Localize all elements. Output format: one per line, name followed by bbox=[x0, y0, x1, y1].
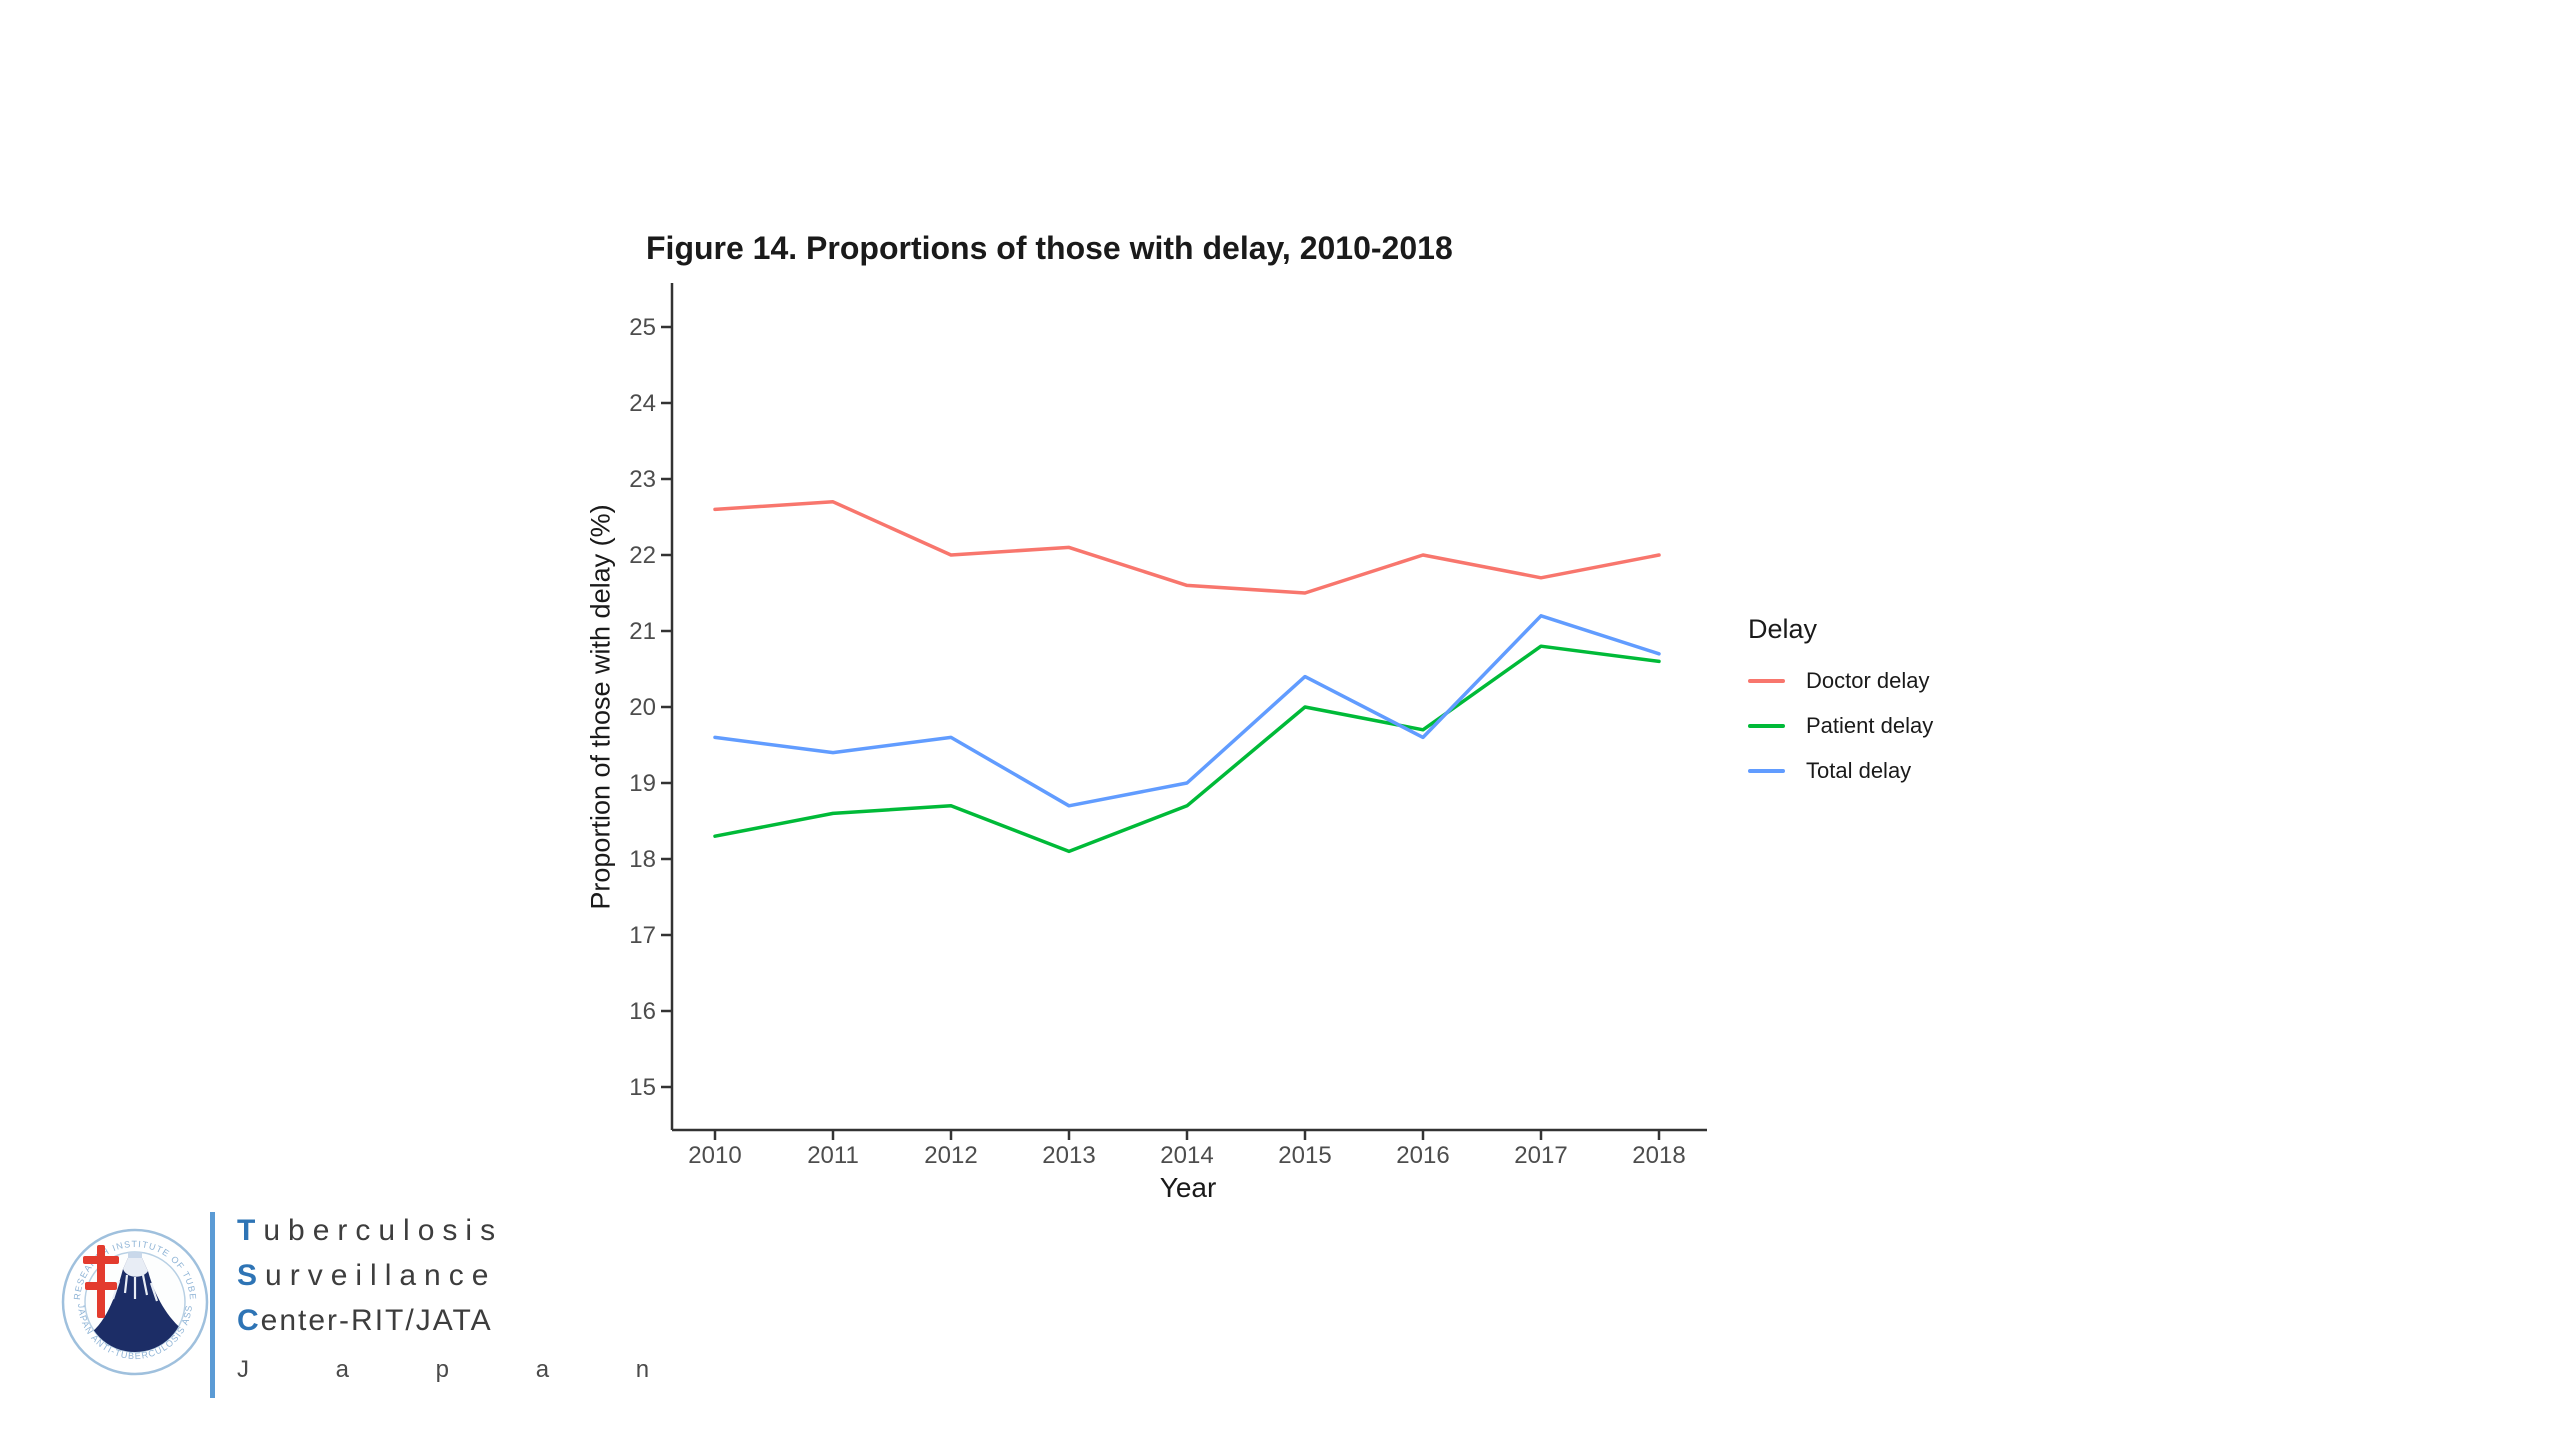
double-cross-icon bbox=[83, 1245, 119, 1318]
y-tick-label: 17 bbox=[629, 922, 656, 949]
logo-initial: C bbox=[237, 1304, 261, 1337]
line-patient-delay bbox=[713, 644, 1661, 854]
x-tick-label: 2012 bbox=[924, 1142, 977, 1169]
legend-label: Doctor delay bbox=[1806, 667, 1930, 693]
legend-label: Patient delay bbox=[1806, 712, 1934, 738]
y-tick-label: 18 bbox=[629, 846, 656, 873]
y-tick-label: 19 bbox=[629, 770, 656, 797]
logo-line-surveillance: Surveillance bbox=[237, 1253, 689, 1298]
x-tick-label: 2017 bbox=[1514, 1142, 1567, 1169]
logo-initial: S bbox=[237, 1259, 266, 1292]
y-tick-label: 15 bbox=[629, 1074, 656, 1101]
x-tick-label: 2015 bbox=[1278, 1142, 1331, 1169]
y-tick-label: 22 bbox=[629, 542, 656, 569]
legend-entries: Doctor delay Patient delay Total delay bbox=[1748, 658, 1933, 793]
y-axis-title: Proportion of those with delay (%) bbox=[585, 504, 616, 910]
legend-label: Total delay bbox=[1806, 757, 1912, 783]
line-doctor-delay bbox=[713, 500, 1661, 595]
tsc-logo-emblem: RESEARCH INSTITUTE OF TUBERCULOSIS, JAPA… bbox=[55, 1195, 209, 1376]
legend-key-line bbox=[1748, 768, 1785, 773]
legend-entry: Total delay bbox=[1748, 748, 1933, 793]
y-tick-label: 16 bbox=[629, 998, 656, 1025]
legend: Delay Doctor delay Patient delay Total del… bbox=[1748, 612, 1933, 793]
y-tick-label: 25 bbox=[629, 314, 656, 341]
legend-entry: Doctor delay bbox=[1748, 658, 1933, 703]
figure-title: Figure 14. Proportions of those with del… bbox=[646, 230, 1453, 266]
legend-entry: Patient delay bbox=[1748, 703, 1933, 748]
x-tick-label: 2018 bbox=[1632, 1142, 1685, 1169]
y-tick-label: 24 bbox=[629, 390, 656, 417]
logo-rest: urveillance bbox=[265, 1259, 497, 1292]
x-tick-label: 2010 bbox=[688, 1142, 741, 1169]
logo-line-center: Center-RIT/JATA bbox=[237, 1298, 689, 1343]
legend-key-line bbox=[1748, 723, 1785, 728]
logo-separator-bar bbox=[210, 1212, 215, 1398]
y-tick-label: 20 bbox=[629, 694, 656, 721]
x-tick-label: 2011 bbox=[807, 1142, 859, 1169]
logo-rest: enter-RIT/JATA bbox=[260, 1304, 493, 1337]
line-total-delay bbox=[713, 614, 1661, 808]
legend-title: Delay bbox=[1748, 614, 1818, 644]
mount-fuji-icon bbox=[85, 1252, 185, 1352]
x-tick-label: 2014 bbox=[1160, 1142, 1213, 1169]
logo-initial: T bbox=[237, 1214, 264, 1247]
x-tick-label: 2013 bbox=[1042, 1142, 1095, 1169]
logo-rest: uberculosis bbox=[263, 1214, 504, 1247]
x-axis-title: Year bbox=[1159, 1172, 1217, 1203]
y-tick-label: 23 bbox=[629, 466, 656, 493]
logo-country: J a p a n bbox=[237, 1356, 690, 1383]
tsc-logo-wordmark: Tuberculosis Surveillance Center-RIT/JAT… bbox=[237, 1208, 689, 1384]
logo-line-tuberculosis: Tuberculosis bbox=[237, 1208, 689, 1253]
y-tick-label: 21 bbox=[629, 618, 656, 645]
x-tick-label: 2016 bbox=[1396, 1142, 1449, 1169]
legend-key-line bbox=[1748, 678, 1785, 683]
